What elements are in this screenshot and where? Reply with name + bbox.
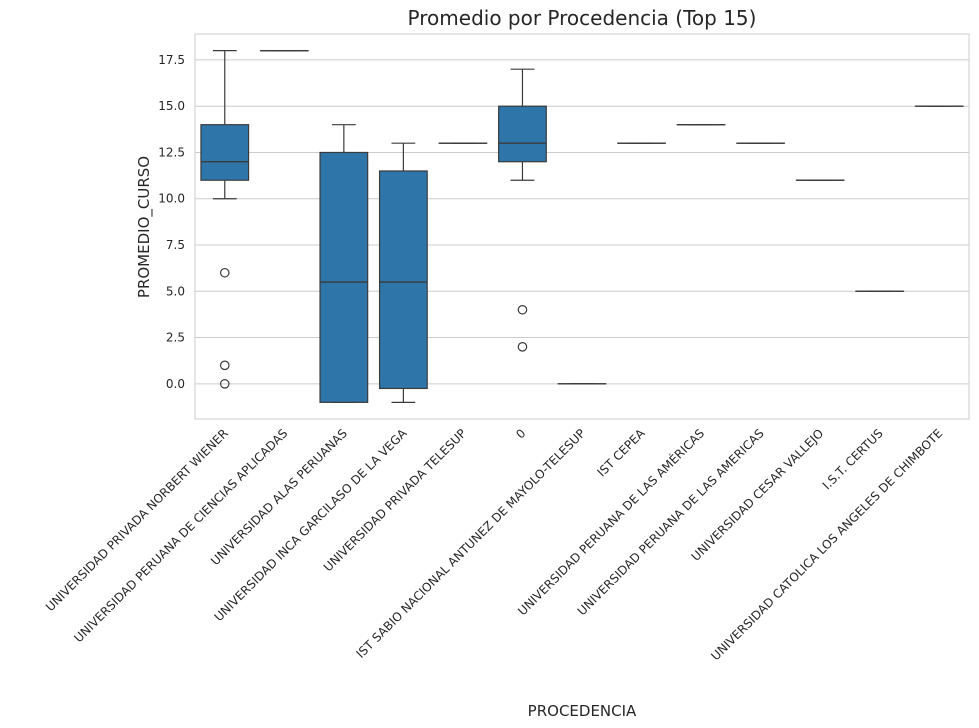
outlier-point <box>219 267 230 278</box>
y-tick-label: 0.0 <box>166 377 185 391</box>
outlier-point <box>219 360 230 371</box>
x-tick-label: I.S.T. CERTUS <box>820 426 886 492</box>
x-tick-label: UNIVERSIDAD PERUANA DE CIENCIAS APLICADA… <box>71 426 290 645</box>
y-tick-label: 2.5 <box>166 331 185 345</box>
iqr-box <box>378 170 428 390</box>
y-axis-label: PROMEDIO_CURSO <box>135 156 154 298</box>
box-group <box>200 50 250 389</box>
outlier-point <box>517 342 528 352</box>
x-tick-label: UNIVERSIDAD CATOLICA LOS ANGELES DE CHIM… <box>708 426 945 663</box>
x-tick-label: 0 <box>513 426 528 441</box>
box-group <box>378 142 428 403</box>
box-group <box>498 68 547 352</box>
y-tick-label: 7.5 <box>166 238 185 252</box>
plot-area <box>194 33 970 420</box>
y-tick-label: 5.0 <box>166 284 185 298</box>
outlier-point <box>219 379 230 389</box>
x-axis-label: PROCEDENCIA <box>528 702 637 720</box>
box-group <box>319 124 369 403</box>
y-axis-ticks: 0.0 2.5 5.0 7.5 10.0 12.5 15.0 17.5 <box>158 53 185 391</box>
box-series <box>200 49 964 403</box>
x-tick-label: IST SABIO NACIONAL ANTUNEZ DE MAYOLO-TEL… <box>354 426 589 661</box>
outlier-point <box>517 304 528 315</box>
x-axis-ticks: UNIVERSIDAD PRIVADA NORBERT WIENERUNIVER… <box>43 426 945 664</box>
iqr-box <box>498 105 547 163</box>
x-tick-label: UNIVERSIDAD CESAR VALLEJO <box>689 426 827 564</box>
iqr-box <box>200 124 250 181</box>
y-gridlines <box>195 59 969 385</box>
chart-title: Promedio por Procedencia (Top 15) <box>408 6 757 30</box>
x-tick-label: IST CEPEA <box>594 426 648 480</box>
y-tick-label: 15.0 <box>158 99 185 113</box>
iqr-box <box>319 151 369 403</box>
y-tick-label: 17.5 <box>158 53 185 67</box>
y-tick-label: 12.5 <box>158 145 185 159</box>
y-tick-label: 10.0 <box>158 192 185 206</box>
